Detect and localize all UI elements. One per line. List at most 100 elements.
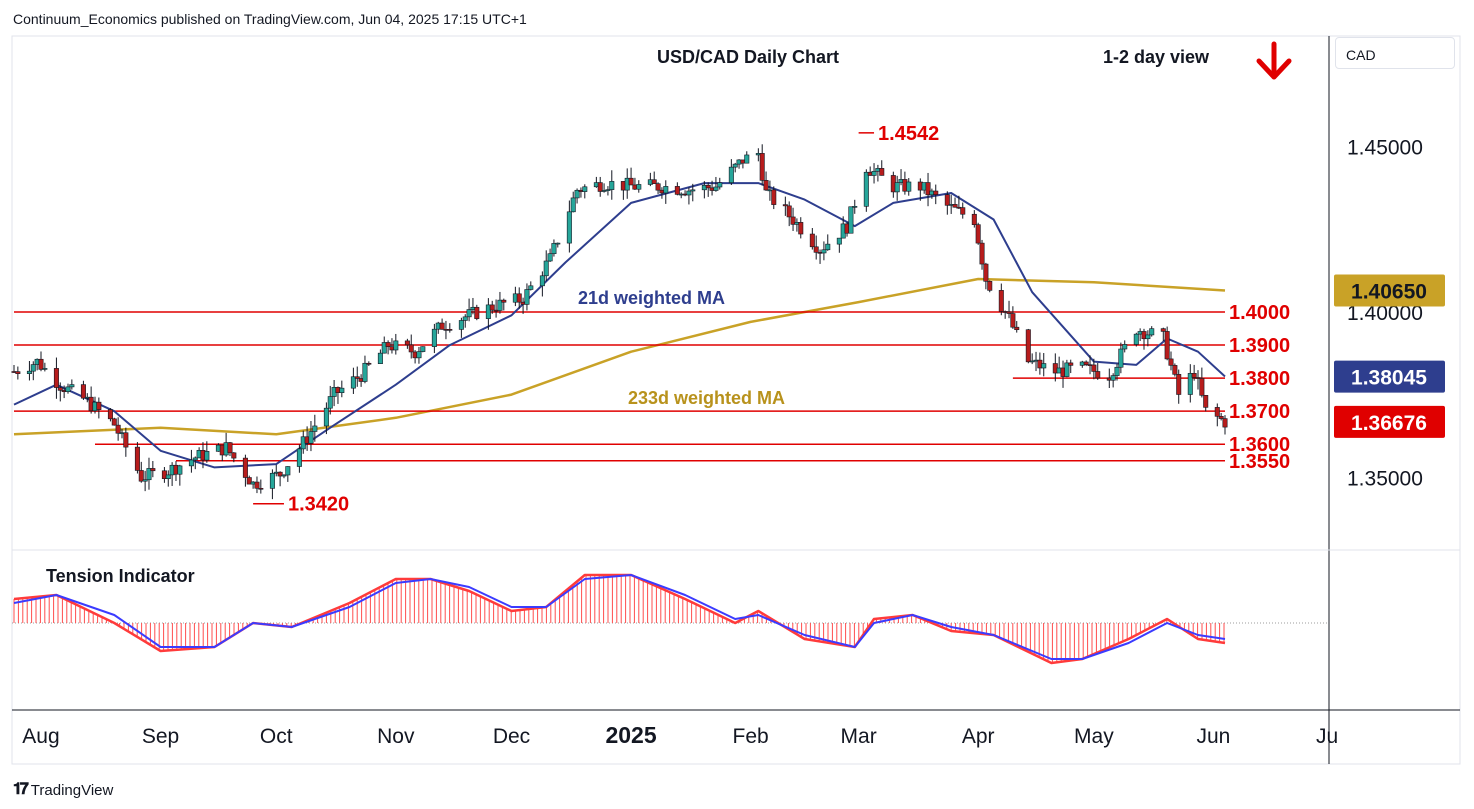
candle — [1114, 363, 1120, 381]
candle — [38, 351, 44, 372]
candle — [717, 177, 723, 190]
candle — [138, 461, 144, 483]
candle — [821, 241, 827, 261]
chart-title: USD/CAD Daily Chart — [657, 47, 839, 67]
candle — [1164, 326, 1170, 361]
candle — [601, 183, 607, 193]
candle — [323, 402, 329, 435]
candle — [998, 283, 1004, 316]
candles-layer — [11, 144, 1228, 500]
candle — [987, 280, 993, 293]
candle — [952, 197, 958, 208]
candle — [628, 167, 634, 186]
x-tick-label: Feb — [733, 725, 769, 748]
candle — [744, 151, 750, 164]
y-tick-label: 1.45000 — [1347, 137, 1423, 160]
candle — [570, 191, 576, 213]
candle — [971, 210, 977, 228]
level-label-1.4000: 1.4000 — [1229, 302, 1290, 324]
y-ticks-layer: 1.35000 1.40000 1.45000 — [1347, 137, 1423, 491]
tradingview-logo[interactable]: 𝟏𝟕 TradingView — [13, 781, 113, 799]
candle — [728, 159, 734, 186]
levels-layer — [14, 132, 1225, 505]
candle — [134, 442, 140, 474]
candle — [1068, 359, 1074, 374]
candle — [420, 346, 426, 353]
candle — [1052, 353, 1058, 382]
candle — [836, 237, 842, 253]
candle — [960, 202, 966, 219]
publisher-line: Continuum_Economics published on Trading… — [13, 11, 527, 27]
candle — [1064, 359, 1070, 378]
candle — [863, 169, 869, 212]
candle — [1014, 321, 1020, 333]
candle — [458, 317, 464, 338]
candle — [146, 457, 152, 490]
ma233-layer — [13, 277, 1226, 436]
candle — [366, 361, 372, 366]
symbol-box[interactable]: CAD — [1335, 37, 1455, 69]
candle — [362, 355, 368, 384]
x-tick-label: 2025 — [605, 722, 656, 748]
candle — [57, 382, 63, 402]
candle — [1187, 364, 1193, 403]
level-label-1.3800: 1.3800 — [1229, 368, 1290, 390]
candle — [871, 163, 877, 184]
price-badge — [1334, 274, 1445, 307]
candle — [759, 144, 765, 186]
candle — [15, 366, 21, 380]
candle — [1095, 362, 1101, 380]
x-tick-label: Apr — [962, 725, 995, 748]
level-labels-layer: 1.4542 1.4000 1.3900 1.3800 1.3700 1.36001.35… — [288, 123, 1290, 516]
candle — [227, 442, 233, 457]
candle — [439, 318, 445, 330]
chart-subtitle: 1-2 day view — [1103, 47, 1210, 67]
candle — [925, 172, 931, 207]
candle — [524, 283, 530, 311]
candle — [1110, 373, 1116, 388]
candle — [285, 466, 291, 482]
candle — [1199, 367, 1205, 398]
candle — [651, 171, 657, 184]
candle — [1222, 415, 1228, 435]
candle — [636, 180, 642, 193]
candle — [975, 222, 981, 245]
candle — [1091, 358, 1097, 380]
candle — [566, 200, 572, 253]
candle — [1176, 369, 1182, 404]
x-tick-label: Sep — [142, 725, 179, 748]
candle — [713, 176, 719, 192]
candle — [466, 298, 472, 322]
candle — [979, 239, 985, 270]
candle — [813, 235, 819, 260]
candle — [1010, 306, 1016, 329]
price-badges-layer: 1.40650 1.38045 1.36676 — [1334, 274, 1445, 438]
candle — [246, 475, 252, 485]
candle — [798, 217, 804, 239]
candle — [906, 178, 912, 196]
candle — [1218, 412, 1224, 421]
symbol-label: CAD — [1346, 47, 1376, 63]
y-tick-label: 1.35000 — [1347, 467, 1423, 490]
candle — [30, 361, 36, 381]
candle — [65, 383, 71, 394]
x-tick-label: Aug — [22, 725, 59, 748]
ma233-line — [13, 277, 1226, 436]
candle — [474, 304, 480, 321]
arrow-down-icon — [1256, 41, 1292, 80]
candle — [597, 176, 603, 197]
price-badge-label: 1.38045 — [1351, 367, 1427, 390]
candle — [188, 449, 194, 473]
candle — [192, 456, 198, 470]
price-badge-label: 1.36676 — [1351, 412, 1427, 435]
candle — [944, 191, 950, 215]
candle — [258, 479, 264, 494]
candle — [111, 417, 117, 426]
ma21-line — [13, 182, 1226, 469]
candle — [705, 182, 711, 197]
candle — [690, 183, 696, 202]
candle — [582, 184, 588, 199]
candle — [528, 281, 534, 291]
x-tick-label: Dec — [493, 725, 530, 748]
candle — [339, 380, 345, 398]
